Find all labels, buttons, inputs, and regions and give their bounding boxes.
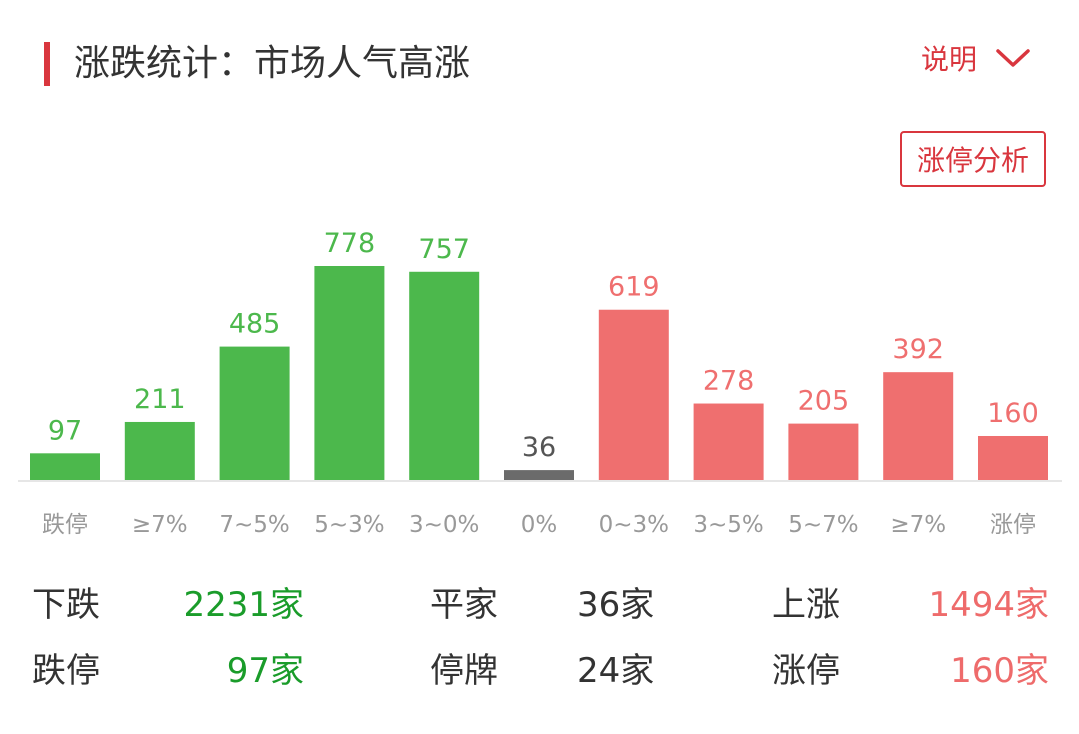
bar-value-label-3: 778 <box>324 228 376 259</box>
category-label-10: 涨停 <box>990 512 1036 538</box>
limit-down-label: 跌停 <box>32 651 100 691</box>
bar-0[interactable] <box>30 453 100 480</box>
rise-fall-bar-chart: 97 跌停 211 ≥7% 485 7~5% 778 5~3% 757 3~0% 36 0% 619 0~… <box>18 228 1062 538</box>
category-label-6: 0~3% <box>599 512 669 538</box>
suspended-value: 24家 <box>577 651 655 691</box>
bar-value-label-8: 205 <box>798 386 850 417</box>
category-label-7: 3~5% <box>693 512 763 538</box>
bar-value-label-10: 160 <box>987 398 1039 429</box>
bar-value-label-9: 392 <box>892 334 944 365</box>
down-label: 下跌 <box>32 585 100 625</box>
bar-value-label-2: 485 <box>229 309 281 340</box>
category-label-0: 跌停 <box>42 512 88 538</box>
bar-2[interactable] <box>219 346 290 480</box>
bar-9[interactable] <box>883 372 954 480</box>
bar-value-label-6: 619 <box>608 272 660 303</box>
bar-6[interactable] <box>598 309 669 480</box>
category-label-8: 5~7% <box>788 512 858 538</box>
flat-label: 平家 <box>430 585 498 625</box>
bar-value-label-7: 278 <box>703 366 755 397</box>
category-label-3: 5~3% <box>314 512 384 538</box>
category-label-1: ≥7% <box>132 512 188 538</box>
bar-3[interactable] <box>314 266 385 480</box>
flat-value: 36家 <box>577 585 655 625</box>
limit-up-label: 涨停 <box>772 651 840 691</box>
bar-4[interactable] <box>409 271 480 480</box>
explain-label: 说明 <box>920 43 977 76</box>
category-label-9: ≥7% <box>890 512 946 538</box>
title-accent-bar <box>44 42 50 86</box>
bar-value-label-0: 97 <box>48 415 82 446</box>
suspended-label: 停牌 <box>430 651 498 691</box>
down-value: 2231家 <box>183 585 304 625</box>
bar-8[interactable] <box>788 423 859 480</box>
bar-1[interactable] <box>124 421 195 480</box>
bar-5[interactable] <box>504 470 574 480</box>
bar-value-label-5: 36 <box>522 432 556 463</box>
limit-up-analysis-button[interactable]: 涨停分析 <box>900 131 1046 187</box>
up-label: 上涨 <box>772 585 840 625</box>
bar-value-label-1: 211 <box>134 384 186 415</box>
page-title: 涨跌统计：市场人气高涨 <box>74 43 471 84</box>
bar-10[interactable] <box>978 435 1048 480</box>
bar-value-label-4: 757 <box>418 234 470 265</box>
category-label-2: 7~5% <box>219 512 289 538</box>
category-label-5: 0% <box>521 512 558 538</box>
up-value: 1494家 <box>928 585 1049 625</box>
limit-down-value: 97家 <box>226 651 304 691</box>
chevron-down-icon <box>996 49 1030 67</box>
category-label-4: 3~0% <box>409 512 479 538</box>
bar-7[interactable] <box>693 403 764 480</box>
explain-toggle[interactable]: 说明 <box>921 36 1031 80</box>
limit-up-value: 160家 <box>950 651 1049 691</box>
